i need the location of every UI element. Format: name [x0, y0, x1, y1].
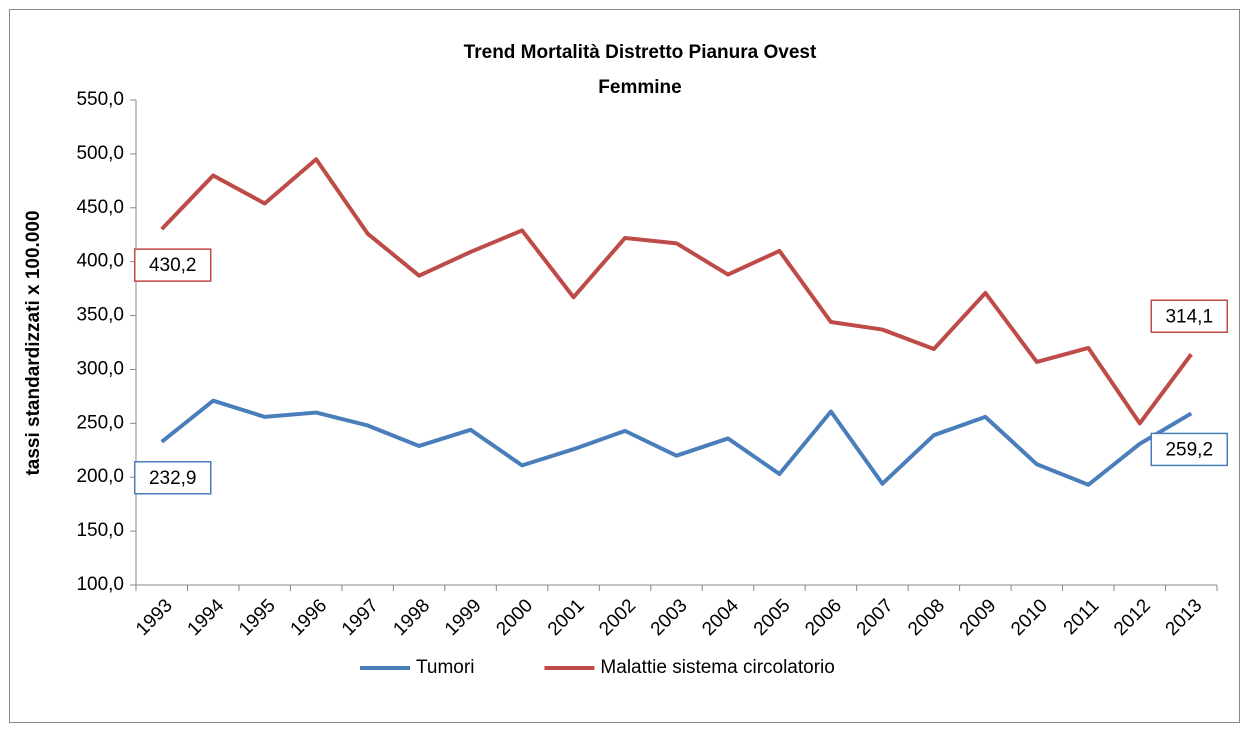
- data-label-box: [1150, 299, 1229, 333]
- legend-label: Tumori: [416, 657, 474, 678]
- chart-subtitle: Femmine: [598, 77, 681, 98]
- data-label-box: [133, 248, 212, 282]
- y-tick-label: 300,0: [76, 358, 124, 379]
- y-tick-label: 450,0: [76, 197, 124, 218]
- y-tick-label: 200,0: [76, 466, 124, 487]
- y-tick-label: 250,0: [76, 412, 124, 433]
- series-line: [160, 398, 1193, 487]
- series-line: [160, 157, 1193, 426]
- data-label: 232,9: [149, 468, 197, 489]
- y-tick-label: 350,0: [76, 305, 124, 326]
- data-label-box: [1150, 432, 1229, 467]
- y-tick-label: 400,0: [76, 251, 124, 272]
- y-tick-label: 500,0: [76, 143, 124, 164]
- chart-title: Trend Mortalità Distretto Pianura Ovest: [464, 42, 817, 63]
- y-tick-label: 550,0: [76, 89, 124, 110]
- data-label-box: [133, 461, 212, 495]
- data-label: 314,1: [1165, 306, 1213, 327]
- y-tick-label: 150,0: [76, 520, 124, 541]
- legend-label: Malattie sistema circolatorio: [600, 657, 834, 678]
- data-label: 259,2: [1165, 439, 1213, 460]
- y-axis-label: tassi standardizzati x 100.000: [23, 210, 44, 475]
- chart-border: [9, 9, 1240, 723]
- y-tick-label: 100,0: [76, 574, 124, 595]
- data-label: 430,2: [149, 255, 197, 276]
